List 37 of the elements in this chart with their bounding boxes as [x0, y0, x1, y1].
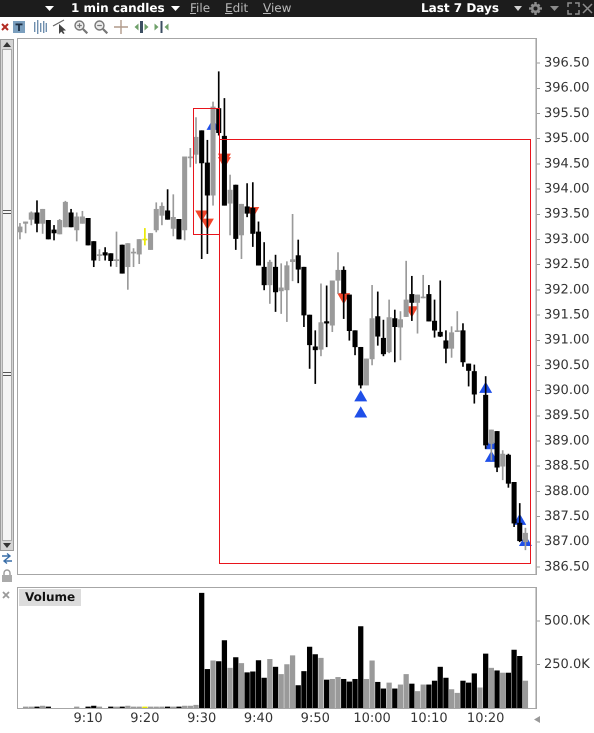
x-tick-label: 9:20 [130, 711, 160, 726]
y-tick-label: 394.50 [544, 156, 590, 172]
x-tick-label: 9:50 [300, 711, 330, 726]
y-tick-label: 389.00 [544, 433, 590, 448]
y-tick-label: 393.50 [544, 206, 590, 222]
y-tick-label: 392.50 [544, 257, 590, 272]
y-tick-label: 388.00 [544, 484, 590, 499]
y-tick-label: 391.00 [544, 332, 590, 348]
text: View [263, 0, 292, 17]
x-tick-label: 10:10 [410, 711, 448, 726]
y-tick-label: 395.50 [544, 106, 590, 121]
chart-title: Volume [19, 589, 82, 606]
y-tick-label: 396.00 [544, 80, 590, 96]
y-tick-label: 392.00 [544, 282, 590, 298]
y-tick-label: 390.50 [544, 358, 590, 373]
y-tick-label: 393.00 [544, 232, 590, 247]
text: Last 7 Days [421, 0, 499, 17]
y-tick-label: 387.50 [544, 508, 590, 524]
y-tick-label: 387.00 [544, 534, 590, 550]
y-tick-label: 386.50 [544, 559, 590, 574]
y-tick-label: 388.50 [544, 458, 590, 474]
x-tick-label: 10:00 [353, 711, 391, 726]
y-tick-label: 500.0K [544, 613, 590, 628]
x-tick-label: 10:20 [466, 711, 504, 726]
y-tick-label: 250.0K [544, 656, 590, 672]
text: 1 min candles [71, 0, 165, 17]
y-tick-label: 396.50 [544, 56, 590, 71]
y-tick-label: 394.00 [544, 181, 590, 196]
text: File [190, 0, 210, 17]
y-tick-label: 390.00 [544, 383, 590, 398]
x-tick-label: 9:40 [244, 711, 274, 726]
y-tick-label: 389.50 [544, 408, 590, 424]
y-tick-label: 391.50 [544, 307, 590, 322]
x-tick-label: 9:10 [74, 711, 103, 726]
text: Edit [225, 0, 248, 17]
y-tick-label: 395.00 [544, 131, 590, 146]
x-tick-label: 9:30 [187, 711, 216, 726]
